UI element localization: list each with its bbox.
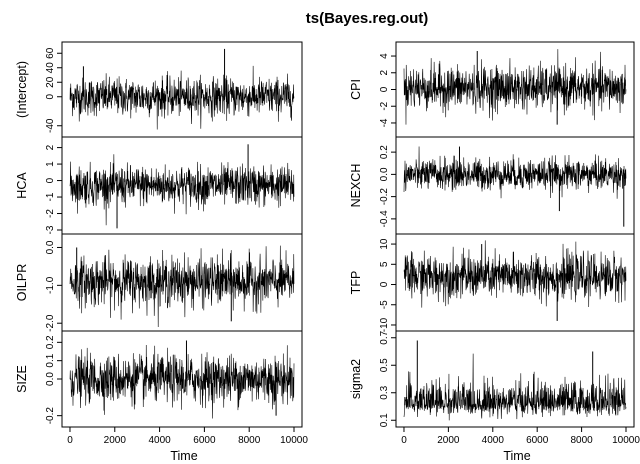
trace-line-intercept (69, 65, 295, 130)
y-tick-label-cpi-1: -2 (379, 101, 390, 110)
panel-size: -0.2 0.0 0.1 0.2 SIZE 0 2000 4000 6000 8000 10000 (15, 330, 308, 446)
y-tick-label-nexch-0: -0.4 (379, 210, 390, 228)
trace-panels: -400204060(Intercept)-3-2-1012HCA-2.0-1.… (15, 41, 640, 446)
y-tick-label-intercept-0: -40 (45, 118, 56, 133)
x-tick-label-sigma2-1: 2000 (437, 435, 460, 446)
x-tick-label-sigma2-2: 4000 (482, 435, 505, 446)
y-tick-label-tfp-4: 10 (379, 238, 390, 250)
y-axis-title-sigma2: sigma2 (349, 359, 363, 399)
panel-tfp: -10 -5 0 5 10 TFP (349, 233, 635, 332)
y-tick-label-oilpr-1: -1.0 (45, 276, 56, 294)
x-tick-label-sigma2-4: 8000 (570, 435, 593, 446)
y-tick-label-hca-3: 0 (45, 177, 56, 183)
x-tick-label-size-1: 2000 (104, 435, 127, 446)
y-tick-label-cpi-4: 4 (379, 53, 390, 59)
y-tick-label-sigma2-2: 0.5 (379, 358, 390, 372)
y-tick-label-cpi-3: 2 (379, 70, 390, 76)
y-tick-label-tfp-2: 0 (379, 281, 390, 287)
panel-sigma2: 0.1 0.3 0.5 0.7 sigma2 0 2000 4000 6000 8000 10000 (349, 330, 640, 446)
x-axis-title-right: Time (503, 449, 530, 463)
y-tick-label-size-2: 0.1 (45, 353, 56, 367)
y-axis-title-tfp: TFP (349, 271, 363, 295)
y-tick-label-intercept-2: 20 (45, 76, 56, 88)
panel-cpi: -4 -2 0 2 4 CPI (349, 41, 635, 138)
y-axis-title-hca: HCA (15, 172, 29, 199)
y-tick-label-cpi-0: -4 (379, 118, 390, 127)
x-tick-label-size-0: 0 (67, 435, 73, 446)
y-tick-label-hca-4: 1 (45, 161, 56, 167)
x-tick-label-size-2: 4000 (148, 435, 171, 446)
y-tick-label-size-0: -0.2 (45, 407, 56, 425)
trace-line-size (69, 344, 295, 419)
x-tick-label-sigma2-3: 6000 (526, 435, 549, 446)
trace-line-tfp (403, 240, 627, 308)
chart-title: ts(Bayes.reg.out) (306, 10, 429, 27)
y-tick-label-intercept-4: 60 (45, 47, 56, 59)
y-tick-label-hca-0: -3 (45, 225, 56, 234)
y-tick-label-nexch-2: 0.0 (379, 167, 390, 181)
y-tick-label-tfp-0: -10 (379, 317, 390, 332)
x-tick-label-sigma2-5: 10000 (612, 435, 640, 446)
y-tick-label-hca-1: -2 (45, 209, 56, 218)
x-tick-label-sigma2-0: 0 (401, 435, 407, 446)
y-tick-label-size-1: 0.0 (45, 372, 56, 386)
trace-line-cpi (403, 49, 627, 125)
y-axis-title-nexch: NEXCH (349, 164, 363, 208)
trace-line-sigma2 (403, 353, 627, 421)
y-tick-label-intercept-1: 0 (45, 94, 56, 100)
y-tick-label-sigma2-0: 0.1 (379, 413, 390, 427)
y-tick-label-hca-5: 2 (45, 144, 56, 150)
panel-oilpr: -2.0 -1.0 0.0 OILPR (15, 233, 303, 332)
x-axis-title-left: Time (170, 449, 197, 463)
panel-intercept: -40 0 20 40 60 (Intercept) (15, 41, 303, 138)
y-tick-label-intercept-3: 40 (45, 62, 56, 74)
y-tick-label-tfp-1: -5 (379, 300, 390, 309)
y-tick-label-tfp-3: 5 (379, 261, 390, 267)
trace-line-nexch (403, 146, 627, 199)
y-axis-title-cpi: CPI (349, 79, 363, 100)
y-axis-title-size: SIZE (15, 365, 29, 393)
x-tick-label-size-4: 8000 (238, 435, 261, 446)
panel-frame-sigma2 (395, 330, 635, 428)
y-tick-label-oilpr-0: -2.0 (45, 314, 56, 332)
y-tick-label-hca-2: -1 (45, 192, 56, 201)
y-axis-title-oilpr: OILPR (15, 264, 29, 302)
y-tick-label-nexch-3: 0.2 (379, 145, 390, 159)
panel-hca: -3 -2 -1 0 1 2 HCA (15, 136, 303, 235)
y-tick-label-cpi-2: 0 (379, 86, 390, 92)
x-tick-label-size-5: 10000 (280, 435, 308, 446)
y-tick-label-oilpr-2: 0.0 (45, 240, 56, 254)
y-axis-title-intercept: (Intercept) (15, 61, 29, 118)
trace-line-hca (69, 154, 295, 226)
x-tick-label-size-3: 6000 (193, 435, 216, 446)
panel-nexch: -0.4 -0.2 0.0 0.2 NEXCH (349, 136, 635, 235)
y-tick-label-sigma2-3: 0.7 (379, 330, 390, 344)
y-tick-label-size-3: 0.2 (45, 335, 56, 349)
y-tick-label-nexch-1: -0.2 (379, 188, 390, 206)
trace-line-oilpr (69, 245, 295, 328)
y-tick-label-sigma2-1: 0.3 (379, 385, 390, 399)
